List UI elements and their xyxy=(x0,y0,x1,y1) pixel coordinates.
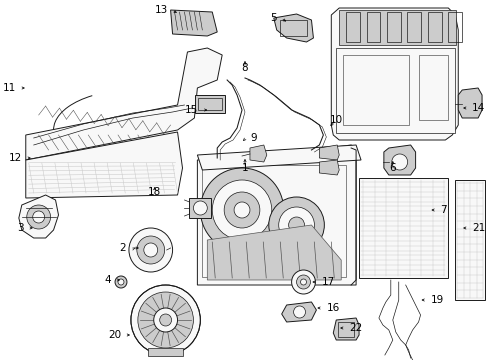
Text: 22: 22 xyxy=(349,323,363,333)
Circle shape xyxy=(289,217,304,233)
Polygon shape xyxy=(458,88,482,118)
Polygon shape xyxy=(331,8,458,140)
Text: 14: 14 xyxy=(472,103,486,113)
Bar xyxy=(190,198,211,218)
Polygon shape xyxy=(197,145,356,285)
Text: 20: 20 xyxy=(108,330,121,340)
Polygon shape xyxy=(384,145,416,175)
Circle shape xyxy=(194,201,207,215)
Circle shape xyxy=(129,228,172,272)
Circle shape xyxy=(392,154,408,170)
Text: 19: 19 xyxy=(431,295,444,305)
Polygon shape xyxy=(207,225,341,280)
Text: 16: 16 xyxy=(326,303,340,313)
Bar xyxy=(339,10,456,45)
Circle shape xyxy=(292,270,316,294)
Polygon shape xyxy=(319,160,339,175)
Bar xyxy=(280,20,308,36)
Bar xyxy=(338,322,354,337)
Text: 17: 17 xyxy=(321,277,335,287)
Polygon shape xyxy=(282,302,317,322)
Circle shape xyxy=(279,207,315,243)
Text: 8: 8 xyxy=(242,63,248,73)
Text: 9: 9 xyxy=(250,133,257,143)
Text: 1: 1 xyxy=(242,163,248,173)
Polygon shape xyxy=(26,48,222,160)
Circle shape xyxy=(296,275,311,289)
Circle shape xyxy=(224,192,260,228)
Text: 10: 10 xyxy=(330,115,343,125)
Circle shape xyxy=(144,243,158,257)
Text: 21: 21 xyxy=(472,223,486,233)
Circle shape xyxy=(137,236,165,264)
Polygon shape xyxy=(171,10,217,36)
Text: 13: 13 xyxy=(154,5,168,15)
Bar xyxy=(448,12,462,42)
Circle shape xyxy=(115,276,127,288)
Bar xyxy=(418,55,448,120)
Polygon shape xyxy=(274,14,314,42)
Bar xyxy=(408,12,421,42)
Bar xyxy=(343,55,409,125)
Text: 15: 15 xyxy=(185,105,198,115)
Bar xyxy=(428,12,442,42)
Circle shape xyxy=(154,308,177,332)
Bar xyxy=(455,180,485,300)
Polygon shape xyxy=(250,145,267,162)
Bar xyxy=(198,98,222,110)
Polygon shape xyxy=(333,318,359,340)
Bar xyxy=(196,95,225,113)
Circle shape xyxy=(138,292,194,348)
Circle shape xyxy=(118,279,124,285)
Bar xyxy=(359,178,448,278)
Text: 3: 3 xyxy=(17,223,24,233)
Polygon shape xyxy=(197,145,361,170)
Text: 6: 6 xyxy=(390,163,396,173)
Text: 12: 12 xyxy=(8,153,22,163)
Circle shape xyxy=(269,197,324,253)
Polygon shape xyxy=(319,145,339,160)
Circle shape xyxy=(131,285,200,355)
Polygon shape xyxy=(26,132,182,198)
Circle shape xyxy=(200,168,284,252)
Text: 4: 4 xyxy=(104,275,111,285)
Circle shape xyxy=(300,279,306,285)
Bar xyxy=(387,12,401,42)
Text: 11: 11 xyxy=(2,83,16,93)
Bar xyxy=(336,48,455,133)
Text: 2: 2 xyxy=(120,243,126,253)
Circle shape xyxy=(33,211,45,223)
Polygon shape xyxy=(19,195,58,238)
Circle shape xyxy=(27,205,50,229)
Text: 5: 5 xyxy=(270,13,277,23)
Circle shape xyxy=(294,306,305,318)
Bar xyxy=(148,348,183,356)
Circle shape xyxy=(212,180,272,240)
Circle shape xyxy=(234,202,250,218)
Text: 7: 7 xyxy=(441,205,447,215)
Circle shape xyxy=(160,314,172,326)
Bar xyxy=(202,165,346,277)
Bar xyxy=(346,12,360,42)
Text: 18: 18 xyxy=(148,187,161,197)
Bar xyxy=(367,12,381,42)
